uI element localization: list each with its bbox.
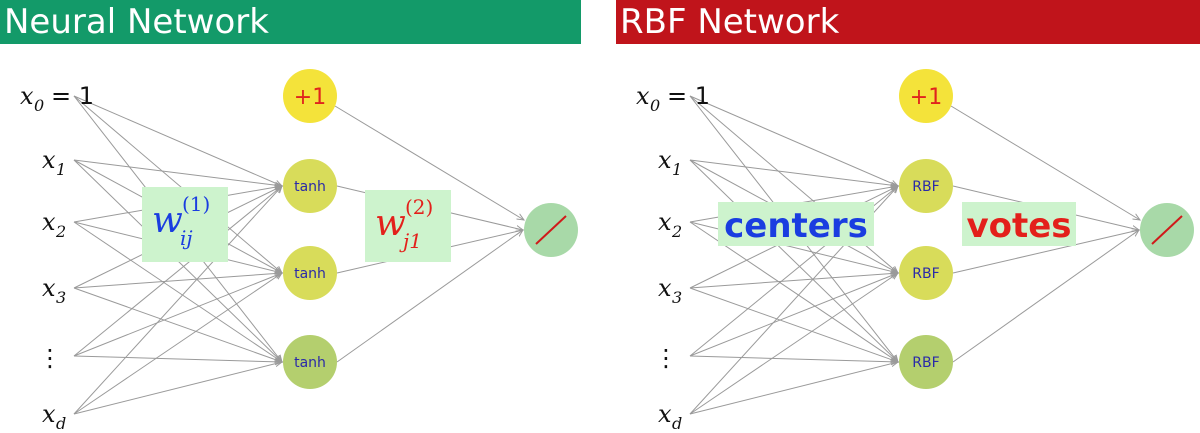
rbf-hidden-node-2 <box>899 335 953 389</box>
nn-input-0: x 0 = 1 <box>20 82 94 115</box>
nn-bias-node <box>283 69 337 123</box>
weight-label-w1-base: w <box>152 200 183 241</box>
nn-hidden-node-0 <box>283 159 337 213</box>
rbf-input-eq: = 1 <box>667 82 710 110</box>
nn-bias-label: +1 <box>294 85 326 110</box>
rbf-linear-icon <box>1151 215 1183 245</box>
rbf-edge-input-4-hidden-1 <box>689 273 898 357</box>
rbf-input-var: x <box>658 208 672 236</box>
nn-input-ellipsis: ⋮ <box>38 344 62 372</box>
nn-input-var: x <box>20 82 34 110</box>
rbf-input-sub: d <box>672 414 682 433</box>
rbf-hidden-label-0: RBF <box>912 179 939 195</box>
rbf-input-var: x <box>658 400 672 428</box>
nn-input-sub: d <box>56 414 66 433</box>
nn-input-sub: 0 <box>34 96 44 115</box>
nn-hidden-label-2: tanh <box>294 355 326 371</box>
nn-edge-input-5-hidden-1 <box>73 273 282 415</box>
nn-input-var: x <box>42 274 56 302</box>
rbf-input-sub: 3 <box>672 288 682 307</box>
nn-edge-input-3-hidden-2 <box>73 287 282 362</box>
rbf-bias-node <box>899 69 953 123</box>
nn-edge-input-4-hidden-1 <box>73 273 282 357</box>
weight-label-w2-base: w <box>375 203 406 244</box>
nn-input-sub: 1 <box>56 160 66 179</box>
rbf-edge-input-3-hidden-1 <box>689 273 898 289</box>
weight-label-w1-sup: (1) <box>182 192 210 216</box>
rbf-bias-label: +1 <box>910 85 942 110</box>
nn-edge-input-4-hidden-2 <box>73 355 282 362</box>
nn-edge-input-0-hidden-1 <box>73 95 282 273</box>
votes-label-text: votes <box>966 206 1071 246</box>
nn-edge-input-2-hidden-2 <box>73 221 282 362</box>
rbf-edge-bias-output <box>950 105 1140 220</box>
rbf-edge-hidden-2-output <box>952 230 1139 363</box>
rbf-edge-input-0-hidden-1 <box>689 95 898 273</box>
rbf-network-title: RBF Network <box>616 0 1200 44</box>
nn-hidden-label-0: tanh <box>294 179 326 195</box>
rbf-input-var: x <box>636 82 650 110</box>
weight-label-w1-sub: ij <box>180 226 193 250</box>
rbf-edge-input-0-hidden-0 <box>689 95 898 186</box>
rbf-edge-input-5-hidden-1 <box>689 273 898 415</box>
nn-input-var: x <box>42 208 56 236</box>
nn-input-eq: = 1 <box>51 82 94 110</box>
nn-input-4: ⋮ <box>38 344 62 372</box>
votes-label-box <box>962 202 1076 246</box>
rbf-input-4: ⋮ <box>654 344 678 372</box>
centers-label-box <box>718 202 874 246</box>
rbf-edge-hidden-1-output <box>952 230 1139 274</box>
nn-hidden-node-2 <box>283 335 337 389</box>
rbf-hidden-node-1 <box>899 246 953 300</box>
nn-edge-bias-output <box>334 105 524 220</box>
nn-edge-input-1-hidden-0 <box>73 159 282 186</box>
rbf-edge-input-1-hidden-0 <box>689 159 898 186</box>
nn-edge-input-0-hidden-0 <box>73 95 282 186</box>
weight-label-w2-sup: (2) <box>405 195 433 219</box>
rbf-hidden-label-2: RBF <box>912 355 939 371</box>
rbf-input-ellipsis: ⋮ <box>654 344 678 372</box>
nn-input-sub: 2 <box>55 222 66 241</box>
nn-edge-hidden-2-output <box>336 230 523 363</box>
rbf-edge-input-5-hidden-2 <box>689 362 898 415</box>
nn-input-var: x <box>42 400 56 428</box>
nn-input-sub: 3 <box>56 288 66 307</box>
nn-hidden-node-1 <box>283 246 337 300</box>
nn-edge-input-5-hidden-2 <box>73 362 282 415</box>
rbf-edge-input-3-hidden-2 <box>689 287 898 362</box>
nn-linear-icon <box>535 215 567 245</box>
weight-label-w1-box <box>142 187 228 262</box>
rbf-edge-input-4-hidden-2 <box>689 355 898 362</box>
nn-input-var: x <box>42 146 56 174</box>
rbf-input-var: x <box>658 146 672 174</box>
nn-hidden-label-1: tanh <box>294 266 326 282</box>
rbf-input-sub: 0 <box>650 96 660 115</box>
rbf-input-sub: 2 <box>671 222 682 241</box>
centers-label-text: centers <box>724 206 868 246</box>
weight-label-w2-sub: j1 <box>399 229 422 253</box>
rbf-input-0: x 0 = 1 <box>636 82 710 115</box>
nn-edge-input-4-hidden-0 <box>73 186 282 357</box>
rbf-input-var: x <box>658 274 672 302</box>
nn-edge-input-5-hidden-0 <box>73 186 282 415</box>
rbf-hidden-node-0 <box>899 159 953 213</box>
nn-edge-input-3-hidden-1 <box>73 273 282 289</box>
rbf-input-sub: 1 <box>672 160 682 179</box>
rbf-hidden-label-1: RBF <box>912 266 939 282</box>
weight-label-w2-box <box>365 190 451 262</box>
neural-network-title: Neural Network <box>0 0 581 44</box>
rbf-edge-input-1-hidden-2 <box>689 159 898 362</box>
